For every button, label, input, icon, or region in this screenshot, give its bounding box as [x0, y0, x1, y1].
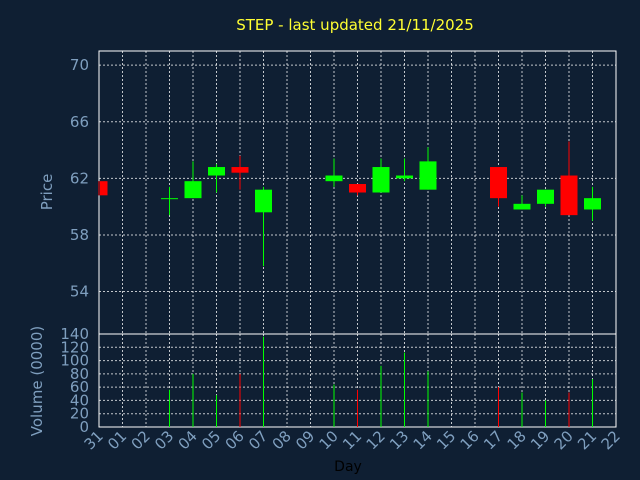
candle-body	[396, 175, 413, 179]
candle-06	[231, 155, 249, 190]
price-axis-label: Price	[38, 174, 56, 211]
candle-body	[513, 203, 531, 210]
x-axis-label: Day	[334, 459, 362, 475]
price-y-tick: 66	[70, 113, 89, 131]
candle-18	[513, 195, 531, 210]
candle-body	[584, 198, 601, 210]
candle-07	[255, 186, 272, 267]
candle-body	[537, 189, 554, 204]
candle-body	[349, 184, 366, 193]
candle-body	[231, 167, 249, 173]
candle-19	[537, 189, 554, 207]
price-y-tick: 62	[70, 169, 89, 187]
price-y-tick: 58	[70, 226, 89, 244]
candle-body	[100, 181, 108, 196]
price-y-tick-labels: 54 58 62 66 70	[70, 56, 89, 300]
volume-bars	[169, 336, 593, 427]
candle-17	[490, 167, 507, 207]
price-y-tick: 54	[70, 283, 89, 301]
volume-y-tick: 0	[79, 418, 89, 436]
candle-20	[560, 141, 578, 216]
candle-31	[98, 181, 108, 196]
candle-body	[419, 161, 437, 190]
candle-03	[161, 186, 178, 216]
candle-13	[396, 158, 413, 182]
volume-y-tick: 100	[60, 352, 89, 370]
chart-title: STEP - last updated 21/11/2025	[236, 16, 474, 34]
candle-04	[184, 161, 202, 199]
volume-y-tick: 140	[60, 325, 89, 343]
candle-body	[208, 167, 225, 176]
candles	[98, 141, 601, 267]
volume-y-tick: 80	[70, 365, 89, 383]
price-y-tick: 70	[70, 56, 89, 74]
candle-body	[372, 167, 390, 193]
candle-21	[584, 186, 601, 221]
volume-y-tick: 40	[70, 391, 89, 409]
volume-y-tick: 60	[70, 378, 89, 396]
volume-axis-label: Volume (0000)	[28, 326, 46, 436]
candle-10	[325, 158, 343, 187]
candle-14	[419, 147, 437, 190]
candle-body	[325, 175, 343, 182]
candle-body	[184, 181, 202, 199]
candle-body	[490, 167, 507, 199]
candle-05	[208, 164, 225, 193]
volume-y-tick: 120	[60, 338, 89, 356]
candle-body	[255, 189, 272, 213]
candle-12	[372, 158, 390, 193]
candle-11	[349, 184, 366, 196]
volume-y-tick: 20	[70, 405, 89, 423]
x-tick-labels: 3101020304050607080910111213141516171819…	[81, 427, 624, 453]
candle-body	[161, 198, 178, 200]
candle-body	[560, 175, 578, 216]
